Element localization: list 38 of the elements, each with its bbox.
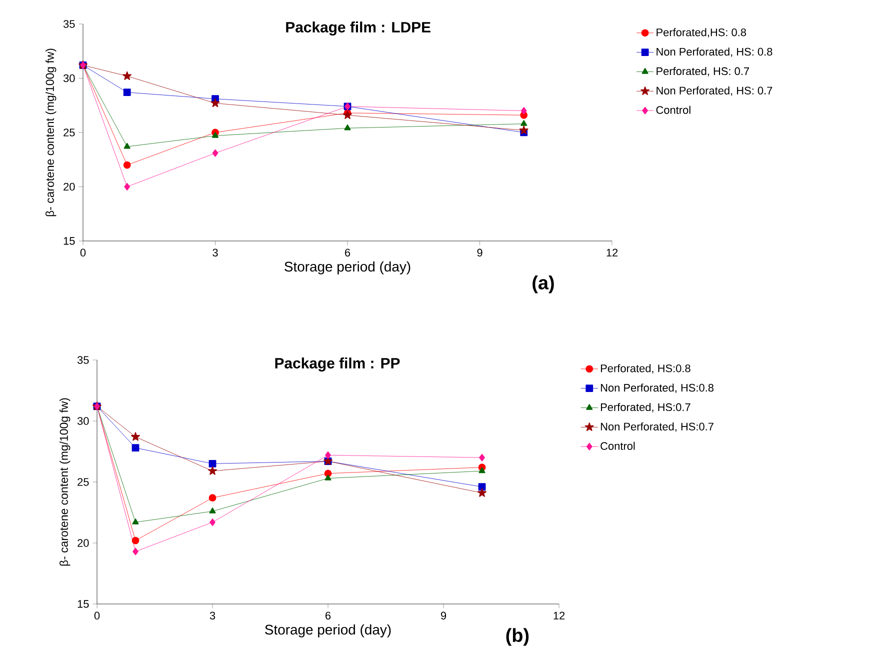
x-tick-label: 6 (345, 248, 350, 257)
legend-label: Non Perforated, HS: 0.7 (656, 86, 772, 96)
y-axis-title: β- carotene content (mg/100g fw) (46, 48, 56, 216)
y-tick-label: 35 (77, 356, 89, 364)
x-tick-label: 12 (554, 612, 565, 620)
legend-label: Perforated,HS: 0.8 (656, 28, 746, 38)
x-axis-title: Storage period (day) (284, 261, 410, 274)
y-tick-label: 15 (64, 237, 75, 245)
y-tick-label: 15 (78, 600, 89, 608)
legend-label: Control (656, 106, 690, 114)
legend-label: Perforated, HS:0.7 (600, 403, 690, 412)
legend-label: Non Perforated, HS:0.7 (600, 422, 714, 432)
y-axis-title: β- carotene content (mg/100g fw) (60, 398, 70, 566)
y-tick-label: 20 (64, 182, 75, 191)
legend-label: Perforated, HS:0.8 (600, 364, 690, 374)
text: (b) (506, 628, 529, 646)
x-axis-title: Storage period (day) (265, 624, 391, 638)
x-tick-label: 9 (477, 248, 482, 257)
x-tick-label: 6 (326, 612, 331, 620)
y-tick-label: 20 (78, 539, 89, 547)
x-tick-label: 3 (212, 248, 218, 257)
y-tick-label: 30 (77, 417, 89, 425)
x-tick-label: 0 (80, 248, 86, 257)
x-tick-label: 9 (440, 612, 446, 620)
text: (a) (532, 276, 554, 294)
y-tick-label: 30 (63, 74, 75, 82)
x-tick-label: 0 (94, 612, 100, 620)
legend-label: Non Perforated, HS: 0.8 (656, 48, 772, 57)
x-tick-label: 12 (606, 248, 618, 256)
y-tick-label: 25 (64, 128, 75, 136)
y-tick-label: 25 (78, 478, 89, 486)
x-tick-label: 3 (210, 612, 216, 620)
legend-label: Control (600, 442, 635, 450)
y-tick-label: 35 (63, 20, 75, 28)
chart-title: Package film : PP (275, 358, 400, 372)
chart-title: Package film : LDPE (286, 22, 430, 36)
legend-label: Perforated, HS: 0.7 (656, 67, 750, 76)
legend-label: Non Perforated, HS:0.8 (600, 384, 714, 393)
